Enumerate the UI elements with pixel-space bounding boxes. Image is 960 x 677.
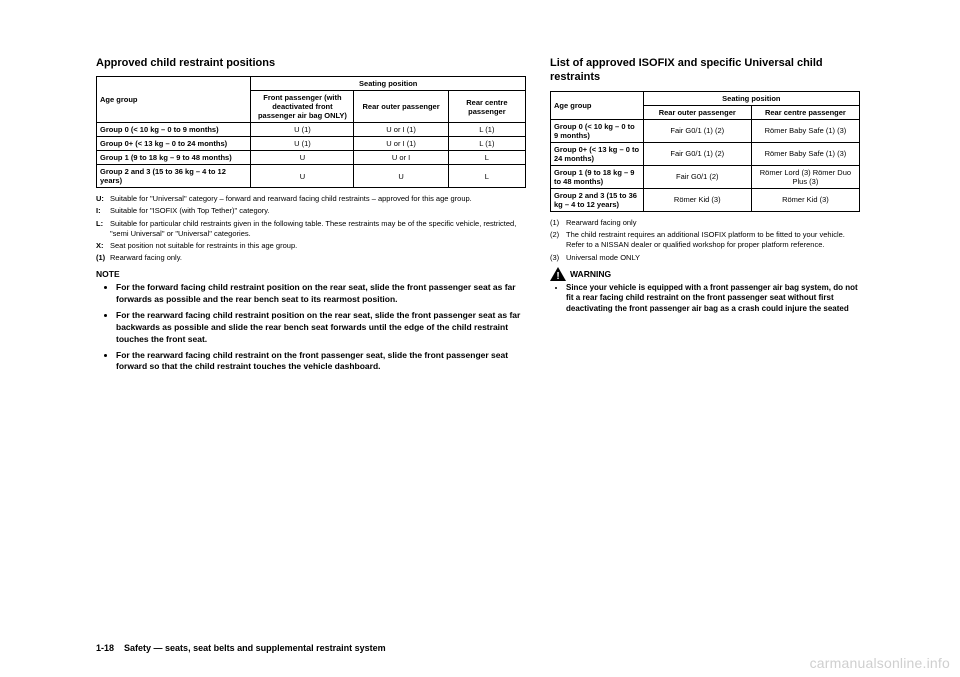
legend-text: Seat position not suitable for restraint…: [110, 241, 526, 251]
right-section-title: List of approved ISOFIX and specific Uni…: [550, 56, 860, 85]
th-rear-outer: Rear outer passenger: [354, 91, 448, 123]
right-column: List of approved ISOFIX and specific Uni…: [550, 56, 860, 377]
cell-age: Group 2 and 3 (15 to 36 kg – 4 to 12 yea…: [97, 165, 251, 188]
footer-section-title: Safety — seats, seat belts and supplemen…: [124, 643, 386, 653]
cell-age: Group 0 (< 10 kg – 0 to 9 months): [551, 119, 644, 142]
legend-row: I: Suitable for "ISOFIX (with Top Tether…: [96, 206, 526, 216]
warning-label: WARNING: [570, 269, 611, 279]
th-rear-centre: Rear centre passenger: [448, 91, 525, 123]
legend-text: Suitable for "Universal" category – forw…: [110, 194, 526, 204]
th-age-group: Age group: [97, 77, 251, 123]
legend-key: (1): [96, 253, 110, 263]
legend-key: U:: [96, 194, 110, 204]
legend-text: Suitable for "ISOFIX (with Top Tether)" …: [110, 206, 526, 216]
table-row: Group 2 and 3 (15 to 36 kg – 4 to 12 yea…: [551, 188, 860, 211]
cell: L (1): [448, 137, 525, 151]
cell-age: Group 0 (< 10 kg – 0 to 9 months): [97, 123, 251, 137]
th-rear-outer: Rear outer passenger: [643, 105, 751, 119]
legend-row: U: Suitable for "Universal" category – f…: [96, 194, 526, 204]
table-row: Group 0 (< 10 kg – 0 to 9 months) U (1) …: [97, 123, 526, 137]
note-bullet: For the rearward facing child restraint …: [116, 310, 526, 346]
legend-text: Suitable for particular child restraints…: [110, 219, 526, 239]
legend-key: I:: [96, 206, 110, 216]
note-bullet: For the rearward facing child restraint …: [116, 350, 526, 374]
cell-age: Group 2 and 3 (15 to 36 kg – 4 to 12 yea…: [551, 188, 644, 211]
cell-age: Group 0+ (< 13 kg – 0 to 24 months): [97, 137, 251, 151]
watermark-text: carmanualsonline.info: [810, 655, 950, 671]
legend-key: L:: [96, 219, 110, 239]
legend-text: Rearward facing only.: [110, 253, 526, 263]
legend-key: X:: [96, 241, 110, 251]
cell: Römer Kid (3): [751, 188, 859, 211]
cell: Römer Lord (3) Römer Duo Plus (3): [751, 165, 859, 188]
footnote-text: The child restraint requires an addition…: [566, 230, 860, 250]
warning-bullet-list: Since your vehicle is equipped with a fr…: [550, 283, 860, 315]
warning-bullet: Since your vehicle is equipped with a fr…: [566, 283, 860, 315]
footnote-key: (2): [550, 230, 566, 250]
th-seating-position: Seating position: [643, 91, 859, 105]
cell: U (1): [251, 123, 354, 137]
footnote-row: (3) Universal mode ONLY: [550, 253, 860, 263]
page-number: 1-18: [96, 643, 114, 653]
legend-row: (1) Rearward facing only.: [96, 253, 526, 263]
cell: Römer Baby Safe (1) (3): [751, 142, 859, 165]
footnote-text: Rearward facing only: [566, 218, 860, 228]
note-bullet: For the forward facing child restraint p…: [116, 282, 526, 306]
cell-age: Group 0+ (< 13 kg – 0 to 24 months): [551, 142, 644, 165]
footnote-row: (1) Rearward facing only: [550, 218, 860, 228]
approved-positions-table: Age group Seating position Front passeng…: [96, 76, 526, 188]
table-row: Group 0+ (< 13 kg – 0 to 24 months) U (1…: [97, 137, 526, 151]
footnote-key: (3): [550, 253, 566, 263]
th-front-passenger: Front passenger (with deactivated front …: [251, 91, 354, 123]
cell: L: [448, 151, 525, 165]
warning-triangle-icon: !: [550, 267, 566, 281]
left-column: Approved child restraint positions Age g…: [96, 56, 526, 377]
cell: Fair G0/1 (1) (2): [643, 142, 751, 165]
table-row: Group 1 (9 to 18 kg – 9 to 48 months) U …: [97, 151, 526, 165]
th-seating-position: Seating position: [251, 77, 526, 91]
table-row: Group 0+ (< 13 kg – 0 to 24 months) Fair…: [551, 142, 860, 165]
manual-page: Approved child restraint positions Age g…: [0, 0, 960, 677]
cell: Römer Baby Safe (1) (3): [751, 119, 859, 142]
cell: U: [251, 165, 354, 188]
cell: Römer Kid (3): [643, 188, 751, 211]
cell: Fair G0/1 (1) (2): [643, 119, 751, 142]
footnote-text: Universal mode ONLY: [566, 253, 860, 263]
legend-row: X: Seat position not suitable for restra…: [96, 241, 526, 251]
table-row: Group 0 (< 10 kg – 0 to 9 months) Fair G…: [551, 119, 860, 142]
two-column-layout: Approved child restraint positions Age g…: [96, 56, 912, 377]
table-row: Group 1 (9 to 18 kg – 9 to 48 months) Fa…: [551, 165, 860, 188]
footnote-key: (1): [550, 218, 566, 228]
footnote-row: (2) The child restraint requires an addi…: [550, 230, 860, 250]
cell: L (1): [448, 123, 525, 137]
warning-header: ! WARNING: [550, 267, 860, 281]
isofix-table: Age group Seating position Rear outer pa…: [550, 91, 860, 212]
cell: U: [251, 151, 354, 165]
svg-text:!: !: [556, 271, 559, 281]
th-age-group: Age group: [551, 91, 644, 119]
cell: U (1): [251, 137, 354, 151]
legend-row: L: Suitable for particular child restrai…: [96, 219, 526, 239]
cell: U or I (1): [354, 137, 448, 151]
cell: U or I (1): [354, 123, 448, 137]
cell: L: [448, 165, 525, 188]
cell-age: Group 1 (9 to 18 kg – 9 to 48 months): [551, 165, 644, 188]
left-section-title: Approved child restraint positions: [96, 56, 526, 70]
note-bullet-list: For the forward facing child restraint p…: [96, 282, 526, 373]
cell: U or I: [354, 151, 448, 165]
th-rear-centre: Rear centre passenger: [751, 105, 859, 119]
cell: Fair G0/1 (2): [643, 165, 751, 188]
cell-age: Group 1 (9 to 18 kg – 9 to 48 months): [97, 151, 251, 165]
page-footer: 1-18 Safety — seats, seat belts and supp…: [96, 643, 386, 653]
table-row: Group 2 and 3 (15 to 36 kg – 4 to 12 yea…: [97, 165, 526, 188]
note-heading: NOTE: [96, 269, 526, 279]
cell: U: [354, 165, 448, 188]
